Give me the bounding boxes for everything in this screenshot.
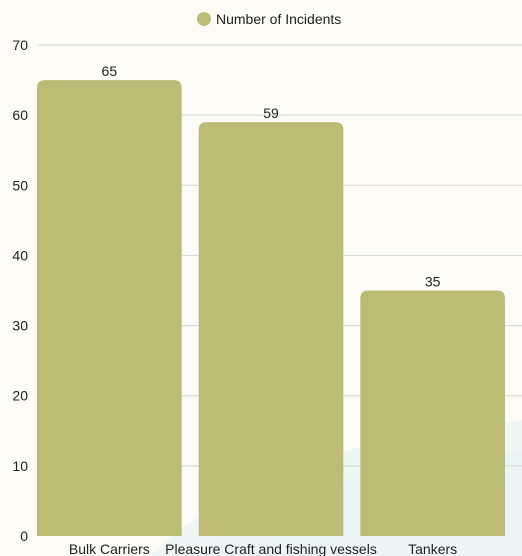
y-axis: 0 10 20 30 40 50 60 70 [12, 37, 28, 544]
bar [37, 80, 182, 537]
legend: Number of Incidents [197, 11, 341, 27]
bar [360, 290, 505, 536]
y-tick-label: 30 [12, 318, 28, 334]
bar-value-label: 59 [263, 105, 279, 121]
bar-value-label: 65 [102, 63, 118, 79]
bars: 65 59 35 [37, 63, 505, 537]
x-axis: Bulk Carriers Pleasure Craft and fishing … [69, 541, 457, 556]
y-tick-label: 40 [12, 247, 28, 263]
legend-label: Number of Incidents [216, 11, 341, 27]
bar [198, 122, 344, 537]
y-tick-label: 70 [12, 37, 28, 53]
x-tick-label: Pleasure Craft and fishing vessels [165, 541, 377, 556]
y-tick-label: 0 [20, 528, 28, 544]
y-tick-label: 50 [12, 177, 28, 193]
bar-value-label: 35 [425, 274, 441, 290]
y-tick-label: 20 [12, 388, 28, 404]
legend-swatch [197, 12, 211, 26]
y-tick-label: 10 [12, 458, 28, 474]
x-tick-label: Tankers [408, 541, 457, 556]
y-tick-label: 60 [12, 107, 28, 123]
x-tick-label: Bulk Carriers [69, 541, 150, 556]
